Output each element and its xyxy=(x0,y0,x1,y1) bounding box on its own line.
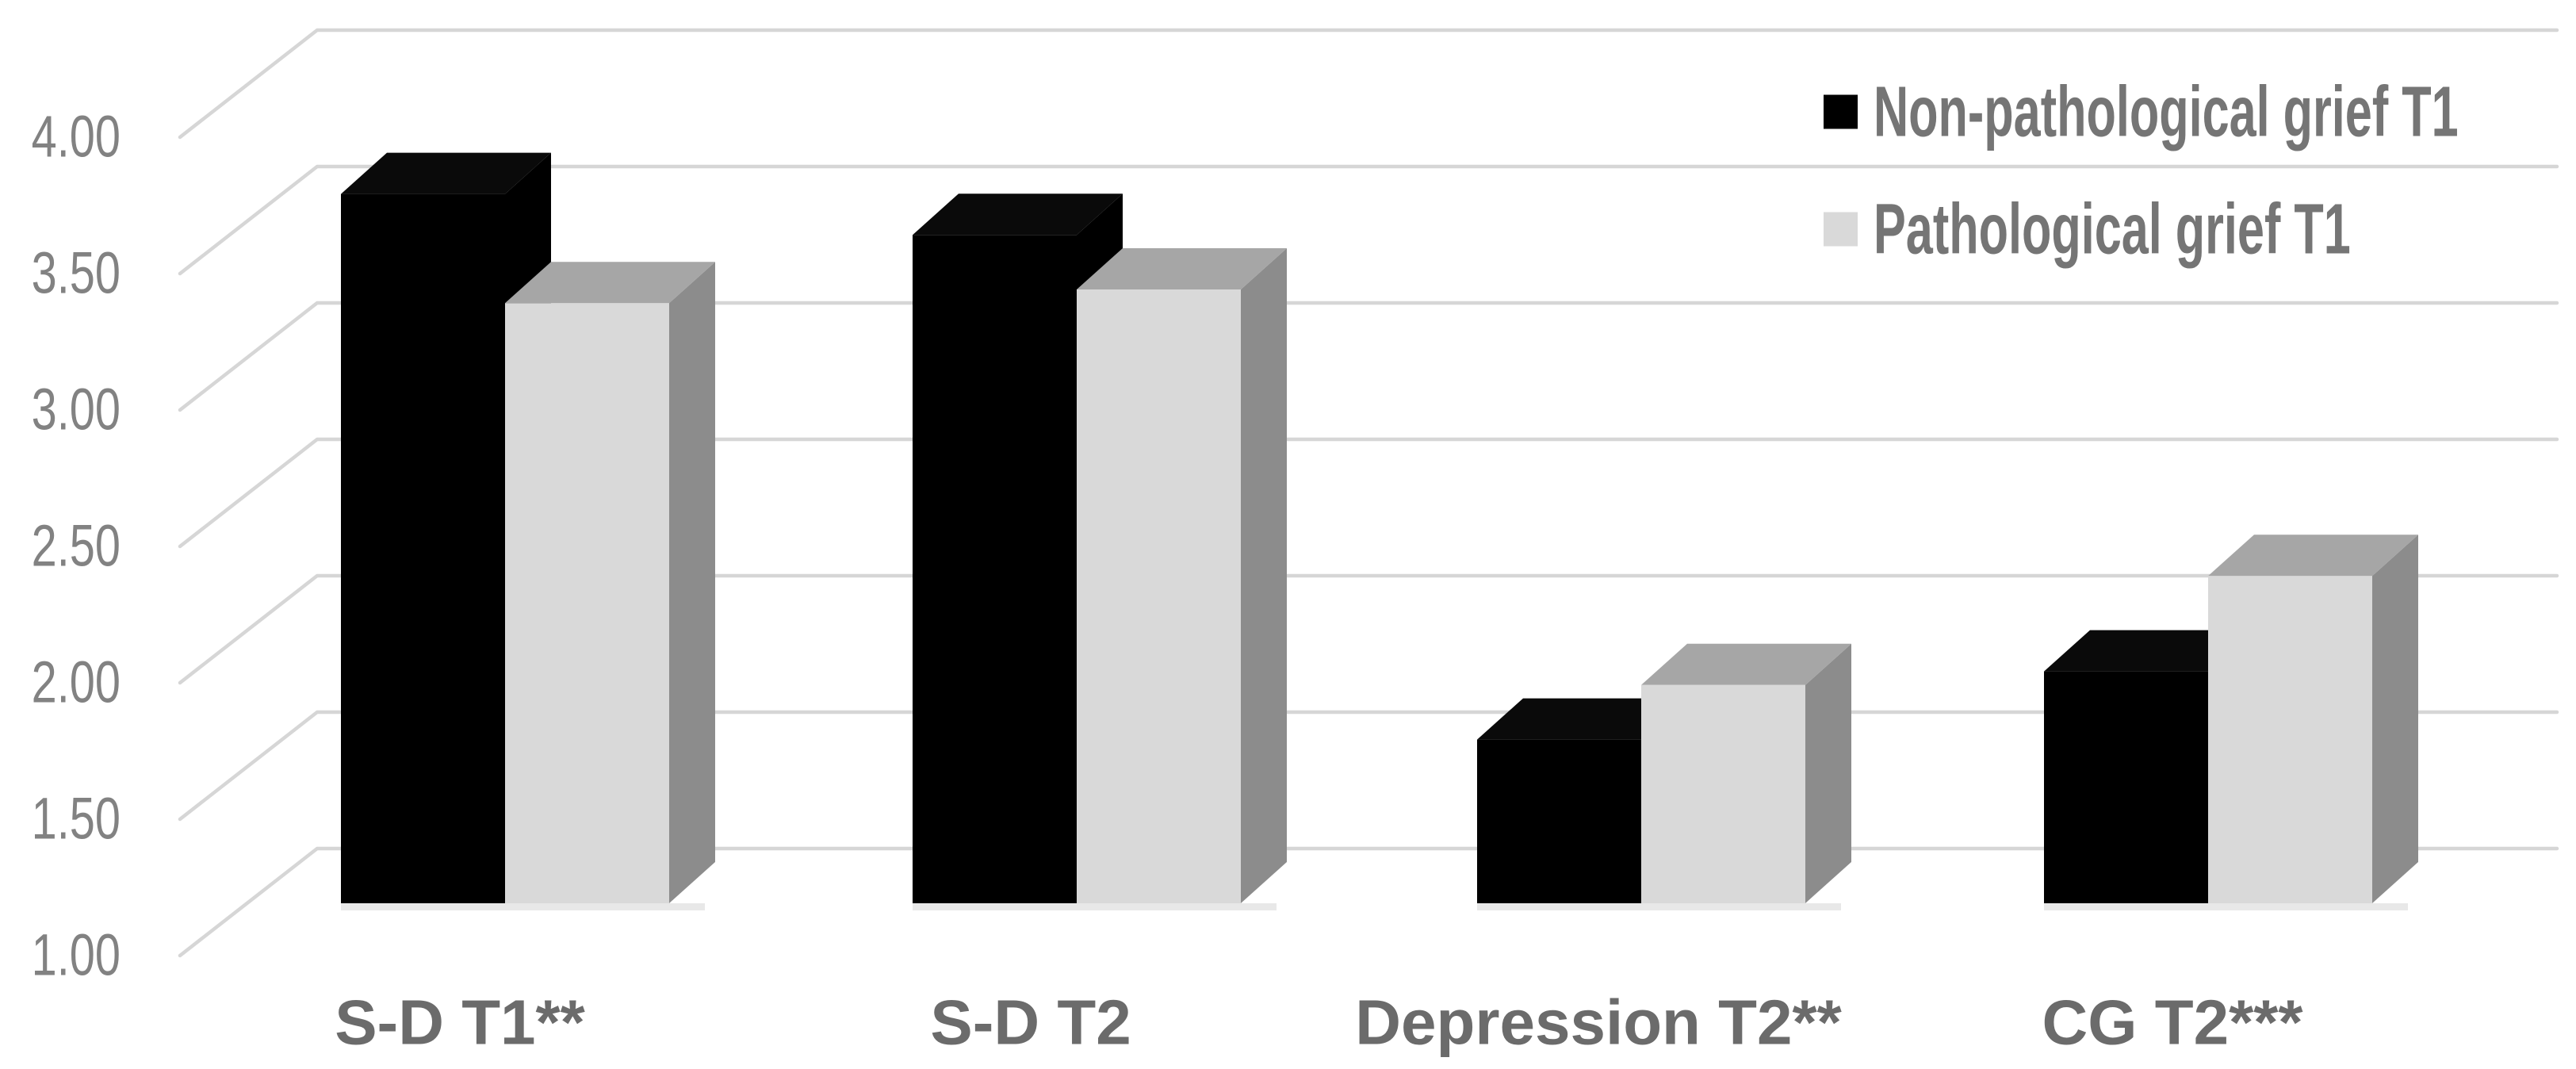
bar-front-face xyxy=(913,235,1077,903)
bar-side-face xyxy=(2372,534,2418,903)
bar-side-face xyxy=(669,262,715,903)
bar-front-face xyxy=(341,193,505,904)
x-axis-category-label: CG T2*** xyxy=(2042,987,2304,1058)
bar-side-face xyxy=(1241,248,1287,903)
bar-top-face xyxy=(1477,698,1687,740)
gridline-3.50 xyxy=(178,164,2559,276)
x-axis-category-label: S-D T1** xyxy=(335,987,585,1058)
bar-pathological-grief-t1 xyxy=(1641,643,1851,903)
bar-top-face xyxy=(1077,248,1287,289)
gridline-3.00 xyxy=(178,301,2559,412)
bar-top-face xyxy=(913,193,1123,236)
legend-label: Pathological grief T1 xyxy=(1874,190,2351,270)
bar-pathological-grief-t1 xyxy=(1077,248,1287,903)
bar-top-face xyxy=(2044,630,2254,672)
bar-pathological-grief-t1 xyxy=(2208,534,2418,903)
legend-swatch-pathological xyxy=(1824,212,1858,247)
y-axis-tick-label: 1.00 xyxy=(32,923,121,989)
bar-top-face xyxy=(2208,534,2418,577)
x-axis-category-label: S-D T2 xyxy=(930,987,1131,1058)
legend-swatch-non-pathological xyxy=(1824,94,1858,129)
legend-label: Non-pathological grief T1 xyxy=(1874,72,2459,152)
gridline-2.00 xyxy=(178,573,2559,685)
bar-top-face xyxy=(1641,643,1851,685)
bar-front-face xyxy=(1477,739,1641,903)
gridline-2.50 xyxy=(178,437,2559,549)
bar-pathological-grief-t1 xyxy=(505,262,715,903)
y-axis-tick-label: 3.00 xyxy=(32,377,121,443)
bar-shadow xyxy=(1477,903,1841,910)
y-axis-tick-label: 4.00 xyxy=(32,105,121,171)
y-axis-tick-label: 1.50 xyxy=(32,787,121,853)
bar-top-face xyxy=(505,262,715,304)
bar-top-face xyxy=(341,152,551,194)
bar-front-face xyxy=(2208,576,2372,903)
bar-shadow xyxy=(341,903,705,910)
y-axis-tick-label: 2.50 xyxy=(32,514,121,580)
x-axis-category-label: Depression T2** xyxy=(1355,987,1842,1058)
gridline-4.00 xyxy=(178,28,2559,140)
bar-front-face xyxy=(505,303,669,903)
bar-front-face xyxy=(2044,671,2208,903)
bar-shadow xyxy=(913,903,1277,910)
y-axis-tick-label: 2.00 xyxy=(32,650,121,716)
y-axis-tick-label: 3.50 xyxy=(32,241,121,307)
bar-side-face xyxy=(1805,643,1851,903)
bar-front-face xyxy=(1641,684,1805,903)
bar-front-face xyxy=(1077,289,1241,903)
bar-shadow xyxy=(2044,903,2408,910)
